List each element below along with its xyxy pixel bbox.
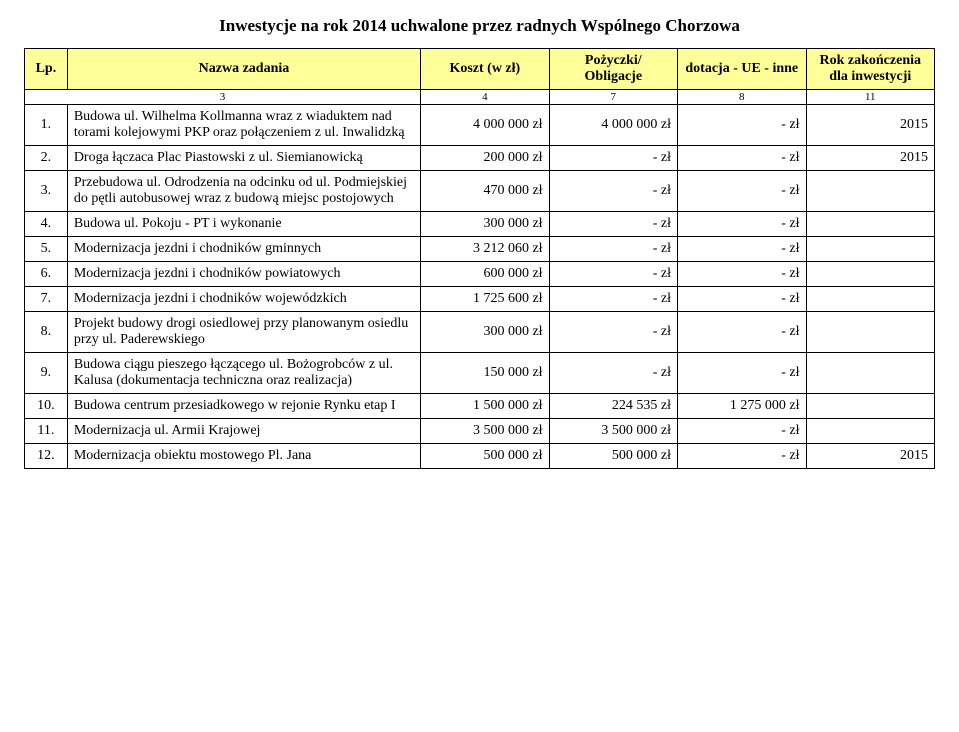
- cell-koszt: 4 000 000 zł: [421, 105, 549, 146]
- cell-poz: - zł: [549, 146, 677, 171]
- cell-name: Modernizacja jezdni i chodników gminnych: [67, 237, 420, 262]
- cell-rok: [806, 212, 935, 237]
- cell-koszt: 500 000 zł: [421, 444, 549, 469]
- cell-koszt: 600 000 zł: [421, 262, 549, 287]
- colnum-dot: 8: [678, 90, 806, 105]
- cell-koszt: 300 000 zł: [421, 312, 549, 353]
- cell-poz: 224 535 zł: [549, 394, 677, 419]
- cell-lp: 1.: [25, 105, 68, 146]
- cell-rok: 2015: [806, 146, 935, 171]
- cell-name: Modernizacja jezdni i chodników wojewódz…: [67, 287, 420, 312]
- cell-lp: 4.: [25, 212, 68, 237]
- cell-name: Przebudowa ul. Odrodzenia na odcinku od …: [67, 171, 420, 212]
- table-row: 4.Budowa ul. Pokoju - PT i wykonanie300 …: [25, 212, 935, 237]
- table-header-row: Lp. Nazwa zadania Koszt (w zł) Pożyczki/…: [25, 49, 935, 90]
- cell-rok: [806, 287, 935, 312]
- cell-rok: [806, 237, 935, 262]
- table-row: 1.Budowa ul. Wilhelma Kollmanna wraz z w…: [25, 105, 935, 146]
- cell-rok: [806, 394, 935, 419]
- cell-dot: - zł: [678, 353, 806, 394]
- cell-rok: 2015: [806, 105, 935, 146]
- cell-koszt: 1 725 600 zł: [421, 287, 549, 312]
- colnum-name: 3: [25, 90, 421, 105]
- cell-poz: - zł: [549, 212, 677, 237]
- cell-name: Modernizacja obiektu mostowego Pl. Jana: [67, 444, 420, 469]
- cell-name: Budowa ul. Pokoju - PT i wykonanie: [67, 212, 420, 237]
- table-row: 6.Modernizacja jezdni i chodników powiat…: [25, 262, 935, 287]
- cell-lp: 6.: [25, 262, 68, 287]
- cell-lp: 2.: [25, 146, 68, 171]
- colnum-koszt: 4: [421, 90, 549, 105]
- cell-lp: 11.: [25, 419, 68, 444]
- cell-rok: [806, 312, 935, 353]
- cell-name: Droga łączaca Plac Piastowski z ul. Siem…: [67, 146, 420, 171]
- cell-dot: - zł: [678, 105, 806, 146]
- page-title: Inwestycje na rok 2014 uchwalone przez r…: [24, 16, 935, 36]
- table-colnum-row: 3 4 7 8 11: [25, 90, 935, 105]
- cell-rok: [806, 262, 935, 287]
- table-row: 5.Modernizacja jezdni i chodników gminny…: [25, 237, 935, 262]
- cell-lp: 8.: [25, 312, 68, 353]
- colnum-poz: 7: [549, 90, 677, 105]
- cell-lp: 10.: [25, 394, 68, 419]
- cell-dot: - zł: [678, 237, 806, 262]
- cell-dot: - zł: [678, 262, 806, 287]
- cell-dot: - zł: [678, 171, 806, 212]
- table-row: 9.Budowa ciągu pieszego łączącego ul. Bo…: [25, 353, 935, 394]
- colnum-rok: 11: [806, 90, 935, 105]
- cell-poz: - zł: [549, 171, 677, 212]
- cell-koszt: 3 500 000 zł: [421, 419, 549, 444]
- cell-lp: 3.: [25, 171, 68, 212]
- cell-lp: 5.: [25, 237, 68, 262]
- cell-koszt: 300 000 zł: [421, 212, 549, 237]
- cell-name: Budowa ul. Wilhelma Kollmanna wraz z wia…: [67, 105, 420, 146]
- cell-dot: - zł: [678, 146, 806, 171]
- cell-koszt: 3 212 060 zł: [421, 237, 549, 262]
- cell-koszt: 1 500 000 zł: [421, 394, 549, 419]
- cell-koszt: 200 000 zł: [421, 146, 549, 171]
- cell-poz: - zł: [549, 237, 677, 262]
- table-row: 10.Budowa centrum przesiadkowego w rejon…: [25, 394, 935, 419]
- cell-poz: - zł: [549, 353, 677, 394]
- cell-name: Projekt budowy drogi osiedlowej przy pla…: [67, 312, 420, 353]
- cell-poz: 4 000 000 zł: [549, 105, 677, 146]
- col-lp: Lp.: [25, 49, 68, 90]
- cell-rok: [806, 353, 935, 394]
- cell-rok: [806, 171, 935, 212]
- cell-lp: 9.: [25, 353, 68, 394]
- cell-name: Budowa ciągu pieszego łączącego ul. Bożo…: [67, 353, 420, 394]
- col-pozyczki: Pożyczki/ Obligacje: [549, 49, 677, 90]
- table-row: 2.Droga łączaca Plac Piastowski z ul. Si…: [25, 146, 935, 171]
- cell-dot: - zł: [678, 287, 806, 312]
- table-row: 8.Projekt budowy drogi osiedlowej przy p…: [25, 312, 935, 353]
- table-row: 3.Przebudowa ul. Odrodzenia na odcinku o…: [25, 171, 935, 212]
- cell-name: Modernizacja ul. Armii Krajowej: [67, 419, 420, 444]
- col-dotacja: dotacja - UE - inne: [678, 49, 806, 90]
- investments-table: Lp. Nazwa zadania Koszt (w zł) Pożyczki/…: [24, 48, 935, 469]
- table-row: 11.Modernizacja ul. Armii Krajowej3 500 …: [25, 419, 935, 444]
- cell-poz: - zł: [549, 262, 677, 287]
- cell-name: Modernizacja jezdni i chodników powiatow…: [67, 262, 420, 287]
- cell-dot: - zł: [678, 312, 806, 353]
- table-row: 12.Modernizacja obiektu mostowego Pl. Ja…: [25, 444, 935, 469]
- cell-dot: - zł: [678, 444, 806, 469]
- cell-name: Budowa centrum przesiadkowego w rejonie …: [67, 394, 420, 419]
- col-name: Nazwa zadania: [67, 49, 420, 90]
- cell-koszt: 470 000 zł: [421, 171, 549, 212]
- cell-lp: 12.: [25, 444, 68, 469]
- cell-lp: 7.: [25, 287, 68, 312]
- col-rok: Rok zakończenia dla inwestycji: [806, 49, 935, 90]
- table-row: 7.Modernizacja jezdni i chodników wojewó…: [25, 287, 935, 312]
- cell-koszt: 150 000 zł: [421, 353, 549, 394]
- cell-poz: - zł: [549, 312, 677, 353]
- col-koszt: Koszt (w zł): [421, 49, 549, 90]
- cell-rok: 2015: [806, 444, 935, 469]
- cell-dot: 1 275 000 zł: [678, 394, 806, 419]
- cell-poz: 500 000 zł: [549, 444, 677, 469]
- cell-dot: - zł: [678, 212, 806, 237]
- cell-dot: - zł: [678, 419, 806, 444]
- cell-poz: - zł: [549, 287, 677, 312]
- cell-rok: [806, 419, 935, 444]
- cell-poz: 3 500 000 zł: [549, 419, 677, 444]
